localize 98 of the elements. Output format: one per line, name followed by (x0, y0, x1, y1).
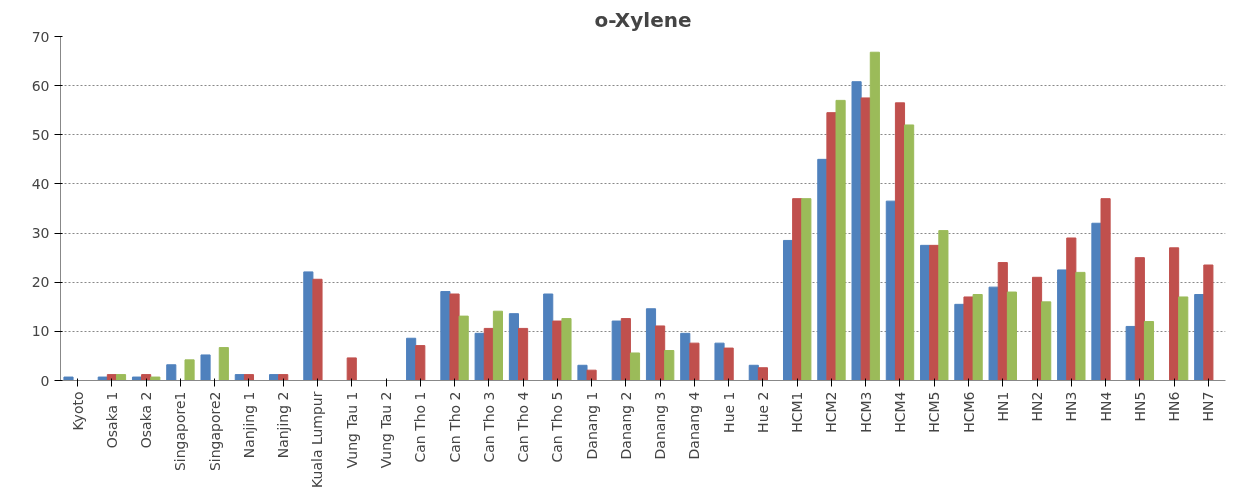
bar (869, 51, 880, 381)
bar (115, 374, 127, 381)
bar (972, 294, 983, 381)
x-tick-label: HN7 (1200, 391, 1217, 422)
x-tick-label: Osaka 1 (103, 391, 120, 449)
x-tick-label: Danang 3 (652, 391, 669, 460)
y-tick-label: 20 (31, 274, 50, 291)
x-tick-label: Danang 2 (617, 391, 634, 460)
x-tick-label: Can Tho 3 (480, 391, 497, 463)
x-tick-label: Nanjing 1 (240, 391, 257, 459)
bar (150, 376, 161, 381)
bar (655, 325, 666, 381)
y-tick-label: 50 (31, 126, 50, 143)
bar (474, 332, 485, 381)
x-tick-label: Can Tho 1 (412, 391, 429, 463)
bar (1041, 301, 1052, 381)
bar (492, 310, 504, 381)
x-tick-label: Danang 1 (583, 391, 600, 460)
bar (218, 347, 229, 381)
x-tick-label: HCM4 (891, 391, 908, 433)
bar (620, 318, 631, 381)
x-tick-label: HCM3 (857, 391, 874, 433)
x-tick-label: Can Tho 4 (515, 391, 532, 463)
x-tick-label: Danang 4 (686, 391, 703, 460)
bar (1006, 291, 1017, 381)
y-tick-label: 10 (31, 323, 50, 340)
bar (278, 374, 289, 381)
bar (1169, 247, 1180, 381)
bar (312, 278, 323, 381)
bar (346, 357, 357, 381)
bar (131, 376, 143, 381)
bar (303, 271, 314, 381)
x-tick-label: Singapore1 (172, 391, 189, 472)
bar (1031, 276, 1043, 381)
bar (63, 376, 74, 381)
x-tick-label: HN6 (1166, 391, 1183, 422)
x-tick-label: Hue 2 (754, 391, 771, 433)
x-tick-label: Kuala Lumpur (309, 391, 326, 488)
bar (1125, 325, 1136, 381)
bar (1143, 321, 1155, 381)
bar (543, 293, 554, 381)
bar (586, 369, 597, 381)
x-tick-label: Singapore2 (206, 391, 223, 472)
y-tick-label: 30 (31, 225, 50, 242)
bar (988, 286, 999, 381)
x-tick-label: HN1 (994, 391, 1011, 422)
bar (645, 308, 657, 381)
bar (518, 327, 529, 381)
bar (415, 345, 426, 381)
x-tick-label: HN5 (1131, 391, 1148, 422)
bar (97, 376, 108, 381)
bar (680, 332, 691, 381)
bar (629, 352, 641, 381)
bar (561, 318, 572, 381)
bar (508, 313, 519, 381)
x-tick-label: HN4 (1097, 391, 1114, 422)
bar (904, 124, 915, 381)
bar (689, 342, 700, 381)
chart-title: o-Xylene (594, 7, 692, 32)
bar (938, 230, 949, 381)
bar (757, 367, 768, 381)
y-tick-label: 0 (40, 372, 50, 389)
x-tick-label: Osaka 2 (138, 391, 155, 449)
bar (835, 99, 846, 381)
x-tick-label: Vung Tau 1 (343, 391, 360, 469)
bar (1075, 271, 1086, 381)
x-tick-label: HCM5 (926, 391, 943, 433)
bar (184, 359, 195, 381)
y-tick-label: 60 (31, 77, 50, 94)
x-tick-label: HN3 (1063, 391, 1080, 422)
bar (851, 81, 862, 381)
x-tick-label: Can Tho 2 (446, 391, 463, 463)
y-tick-label: 70 (31, 28, 50, 45)
x-tick-label: Kyoto (69, 391, 86, 431)
y-tick-label: 40 (31, 175, 50, 192)
bar (723, 347, 734, 381)
x-tick-label: Can Tho 5 (549, 391, 566, 463)
bar (801, 198, 812, 381)
bar (1178, 296, 1189, 381)
bar (1100, 198, 1111, 381)
bar (997, 262, 1008, 381)
bar (243, 374, 255, 381)
bar (449, 293, 460, 381)
bar (1203, 264, 1214, 381)
x-tick-label: HCM1 (789, 391, 806, 433)
x-tick-label: Nanjing 2 (275, 391, 292, 459)
bar (200, 354, 211, 381)
bar (577, 364, 588, 381)
bar (458, 315, 469, 381)
bar (1066, 237, 1077, 381)
x-tick-label: Vung Tau 2 (378, 391, 395, 469)
x-tick-label: Hue 1 (720, 391, 737, 433)
bar (1134, 257, 1145, 381)
x-tick-label: HCM2 (823, 391, 840, 433)
bar (664, 350, 675, 381)
x-tick-label: HN2 (1029, 391, 1046, 422)
bar (166, 364, 177, 381)
x-tick-label: HCM6 (960, 391, 977, 433)
